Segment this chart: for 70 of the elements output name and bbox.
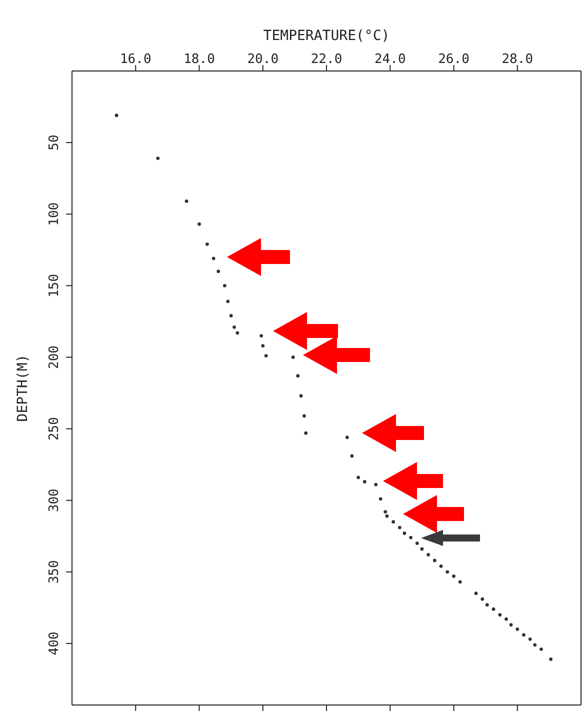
point — [385, 514, 389, 518]
point — [540, 647, 543, 651]
y-tick-label: 300 — [47, 488, 62, 512]
point — [299, 394, 303, 398]
point — [114, 114, 118, 118]
point — [212, 256, 216, 260]
point — [439, 564, 443, 568]
point — [446, 570, 450, 574]
y-tick-label: 400 — [47, 632, 62, 656]
x-tick-label: 20.0 — [247, 52, 279, 67]
x-tick-label: 28.0 — [502, 52, 534, 67]
point — [485, 603, 489, 607]
point — [302, 414, 306, 418]
y-tick-label: 350 — [47, 560, 62, 584]
point — [474, 592, 478, 596]
point — [458, 580, 462, 584]
point — [356, 476, 360, 480]
point — [426, 553, 430, 556]
point — [374, 482, 378, 486]
point — [398, 526, 402, 530]
point — [480, 597, 484, 601]
point — [236, 331, 240, 335]
point — [345, 436, 349, 440]
point — [156, 156, 160, 160]
point — [232, 325, 236, 329]
point — [350, 454, 354, 458]
point — [216, 270, 220, 274]
point — [392, 520, 396, 524]
point — [229, 314, 233, 318]
point — [226, 300, 230, 304]
point — [264, 354, 268, 358]
point — [384, 510, 388, 514]
y-tick-label: 250 — [47, 417, 62, 441]
x-tick-label: 18.0 — [184, 52, 215, 67]
point — [409, 536, 413, 540]
point — [509, 623, 513, 627]
x-tick-label: 22.0 — [310, 52, 342, 67]
x-axis-title: TEMPERATURE(°C) — [263, 28, 390, 44]
point — [420, 547, 424, 551]
point — [198, 222, 201, 226]
point — [492, 607, 496, 611]
y-tick-label: 50 — [47, 134, 62, 150]
x-tick-label: 16.0 — [120, 52, 152, 67]
point — [362, 480, 366, 484]
point — [549, 658, 552, 661]
point — [432, 558, 436, 562]
point — [304, 431, 308, 435]
point — [223, 284, 226, 288]
point — [296, 374, 300, 378]
point — [498, 613, 502, 617]
y-tick-label: 200 — [47, 345, 62, 369]
point — [522, 633, 526, 637]
point — [184, 200, 188, 203]
point — [402, 532, 406, 535]
point — [260, 334, 263, 338]
point — [533, 643, 537, 647]
point — [378, 497, 382, 501]
point — [206, 242, 209, 246]
x-tick-label: 26.0 — [438, 52, 470, 67]
point — [291, 356, 295, 359]
y-axis-title: DEPTH(M) — [14, 354, 31, 422]
point — [504, 617, 508, 621]
point — [452, 574, 456, 578]
point — [415, 542, 419, 545]
y-tick-label: 150 — [47, 274, 62, 298]
x-tick-label: 24.0 — [374, 52, 406, 67]
point — [516, 627, 520, 631]
point — [261, 344, 265, 348]
y-tick-label: 100 — [47, 202, 62, 226]
point — [528, 637, 532, 641]
